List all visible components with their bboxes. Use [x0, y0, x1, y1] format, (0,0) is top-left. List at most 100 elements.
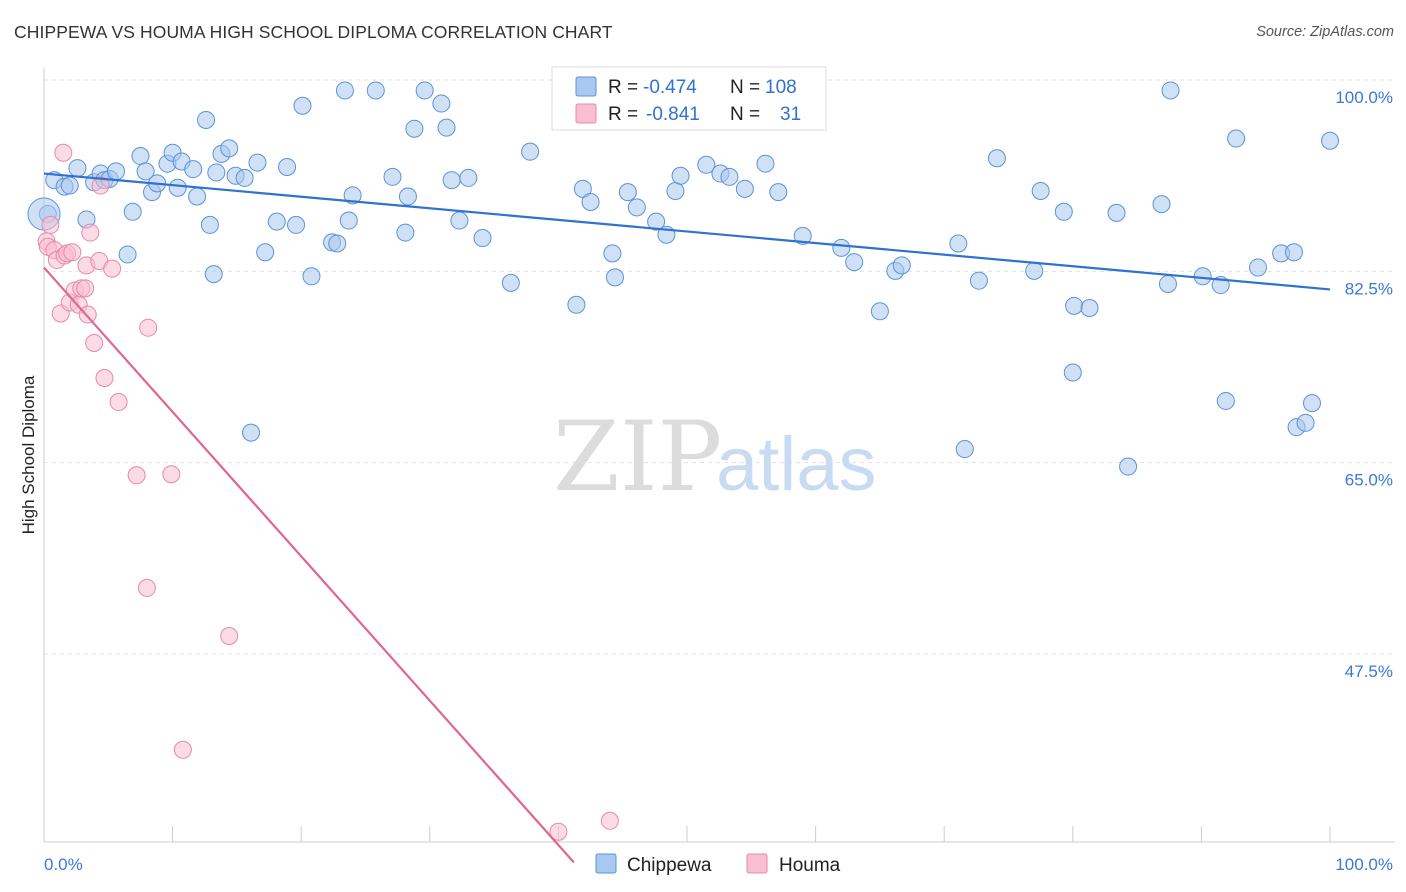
series-chippewa — [27, 81, 1339, 476]
chippewa-point — [1193, 267, 1212, 286]
chippewa-point — [1161, 81, 1180, 100]
watermark-atlas: atlas — [716, 422, 877, 507]
chippewa-point — [1296, 413, 1315, 432]
chippewa-point — [949, 234, 968, 253]
chippewa-point — [955, 440, 974, 459]
legend-bottom: Chippewa Houma — [595, 853, 841, 876]
chippewa-point — [1321, 131, 1339, 150]
legend-n-label: N = — [730, 77, 760, 98]
y-axis-title: High School Diploma — [19, 375, 38, 534]
source-label: Source: ZipAtlas.com — [1256, 24, 1394, 40]
chippewa-point — [987, 149, 1006, 168]
legend-swatch-houma — [575, 103, 597, 124]
houma-point — [81, 223, 100, 242]
chippewa-point — [735, 179, 754, 198]
watermark: ZIP atlas — [553, 401, 877, 513]
chippewa-point — [618, 183, 637, 202]
legend-r-label: R = — [608, 104, 638, 125]
chippewa-point — [335, 81, 354, 100]
houma-point — [220, 627, 239, 646]
legend-r-value: -0.474 — [643, 77, 697, 98]
legend-top: R = -0.474 N = 108 R = -0.841 N = 31 — [551, 66, 827, 131]
y-tick-label: 100.0% — [1335, 88, 1393, 107]
chippewa-point — [267, 212, 286, 231]
chippewa-point — [136, 162, 155, 181]
legend-swatch-chippewa — [575, 76, 597, 97]
chippewa-point — [343, 186, 362, 205]
chippewa-point — [1152, 195, 1171, 214]
chippewa-point — [68, 159, 87, 178]
legend-swatch-chippewa — [595, 853, 617, 874]
houma-point — [91, 176, 110, 195]
chippewa-point — [287, 215, 306, 234]
chippewa-point — [405, 119, 424, 138]
chippewa-point — [278, 157, 297, 176]
chippewa-point — [1158, 274, 1177, 293]
chippewa-point — [184, 160, 203, 179]
chippewa-point — [501, 273, 520, 292]
houma-point — [600, 811, 619, 830]
chippewa-point — [188, 187, 207, 206]
houma-point — [95, 368, 114, 387]
legend-n-value: 31 — [780, 104, 801, 125]
chippewa-point — [398, 187, 417, 206]
chippewa-point — [131, 147, 150, 166]
chippewa-point — [845, 253, 864, 272]
chippewa-point — [242, 423, 261, 442]
x-tick-label: 100.0% — [1335, 855, 1393, 874]
chippewa-point — [892, 256, 911, 275]
chippewa-point — [248, 153, 267, 172]
houma-point — [63, 243, 82, 262]
chippewa-point — [107, 162, 126, 181]
chippewa-point — [1119, 457, 1138, 476]
chippewa-point — [220, 139, 239, 158]
houma-point — [549, 822, 568, 841]
houma-point — [127, 466, 146, 485]
houma-point — [103, 259, 122, 278]
chippewa-point — [1107, 203, 1126, 222]
legend-swatch-houma — [746, 853, 768, 874]
chippewa-point — [1227, 129, 1246, 148]
series-houma — [37, 143, 619, 841]
chippewa-point — [197, 110, 216, 129]
chippewa-point — [1248, 258, 1267, 277]
legend-n-label: N = — [730, 104, 760, 125]
y-tick-label: 82.5% — [1345, 279, 1393, 298]
houma-point — [76, 279, 95, 298]
houma-point — [162, 465, 181, 484]
chippewa-point — [1025, 261, 1044, 280]
chippewa-point — [671, 166, 690, 185]
chippewa-point — [1080, 299, 1099, 318]
chippewa-point — [870, 302, 889, 321]
houma-point — [137, 578, 156, 597]
watermark-zip: ZIP — [553, 401, 722, 513]
legend-top-box — [551, 66, 827, 131]
legend-label-chippewa: Chippewa — [627, 855, 712, 876]
chippewa-point — [627, 198, 646, 217]
chippewa-point — [1065, 296, 1084, 315]
chippewa-point — [605, 268, 624, 287]
chippewa-point — [256, 243, 275, 262]
chippewa-point — [756, 154, 775, 173]
chippewa-point — [442, 171, 461, 190]
chippewa-point — [339, 211, 358, 230]
houma-point — [41, 215, 60, 234]
chippewa-point — [666, 182, 685, 201]
houma-point — [85, 334, 104, 352]
chippewa-point — [432, 94, 451, 113]
legend-r-value: -0.841 — [646, 104, 700, 125]
chippewa-point — [383, 167, 402, 186]
chippewa-point — [204, 265, 223, 284]
tick-labels: 100.0% 82.5% 65.0% 47.5% 0.0% 100.0% — [44, 88, 1393, 874]
chippewa-point — [293, 96, 312, 115]
chippewa-point — [168, 178, 187, 197]
chippewa-point — [1302, 394, 1321, 413]
trendline-chippewa — [43, 172, 1331, 291]
chippewa-point — [1063, 363, 1082, 382]
y-tick-label: 47.5% — [1345, 662, 1393, 681]
legend-label-houma: Houma — [779, 855, 841, 876]
houma-point — [139, 318, 158, 337]
chippewa-point — [793, 226, 812, 245]
houma-point — [173, 740, 192, 759]
